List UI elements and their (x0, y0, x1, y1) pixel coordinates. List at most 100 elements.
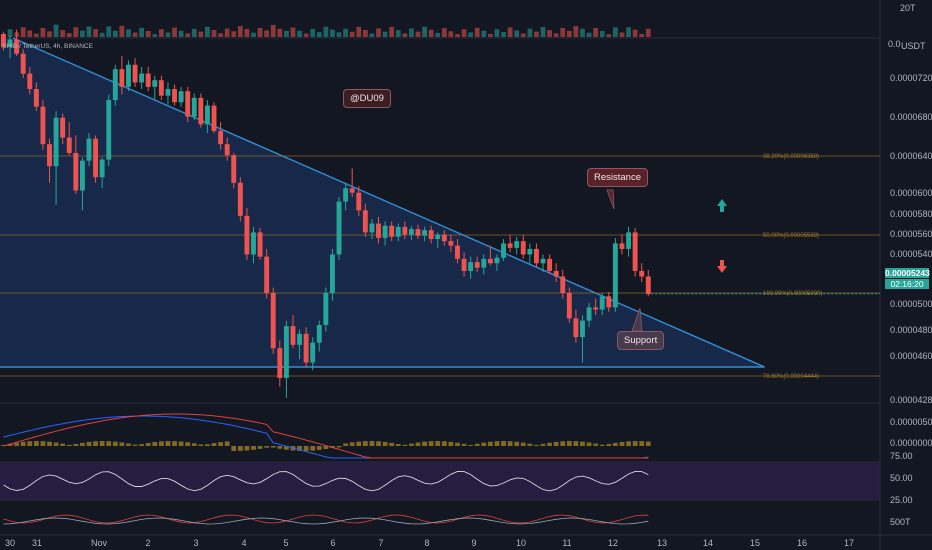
time-axis-label: 8 (424, 538, 429, 548)
candle-body (119, 69, 125, 87)
time-axis-label: 11 (562, 538, 571, 548)
candle-body (14, 39, 20, 54)
volume-bar (395, 30, 401, 37)
candle-body (507, 243, 513, 248)
candle-body (145, 73, 151, 87)
volume-axis-unit: USDT (901, 41, 926, 51)
candle-body (533, 248, 539, 264)
time-axis-label: 16 (797, 538, 807, 548)
macd-histogram-bar (534, 444, 539, 446)
macd-histogram-bar (481, 442, 487, 446)
macd-histogram-bar (382, 441, 388, 446)
volume-bar (132, 32, 138, 37)
candle-body (224, 144, 230, 156)
volume-bar (632, 29, 638, 37)
macd-pane (1, 413, 651, 459)
fib-label: 50.00%(0.00005589) (763, 233, 819, 239)
volume-bar (283, 30, 289, 37)
macd-histogram-bar (599, 444, 605, 446)
macd-histogram-bar (172, 441, 177, 446)
resistance-callout: Resistance (587, 168, 648, 187)
volume-bar (27, 30, 33, 37)
candle-body (395, 226, 401, 237)
volume-bar (527, 28, 533, 37)
candle-body (461, 258, 467, 271)
volume-bar (47, 31, 52, 37)
candle-body (165, 89, 171, 96)
candle-body (152, 80, 158, 87)
macd-histogram-bar (553, 441, 559, 446)
macd-histogram-bar (198, 444, 204, 446)
volume-bar (231, 31, 237, 37)
volume-bar (540, 27, 546, 37)
volume-bar (126, 29, 131, 37)
candle-body (323, 293, 329, 326)
macd-histogram-bar (369, 441, 375, 446)
macd-histogram-bar (422, 441, 427, 446)
stoch-axis-label: 500T (890, 517, 911, 527)
macd-histogram-bar (474, 443, 480, 446)
macd-histogram-bar (152, 442, 158, 446)
candle-body (47, 144, 52, 167)
candle-body (362, 210, 368, 233)
volume-bar (514, 30, 520, 37)
candle-body (514, 241, 520, 248)
time-axis-label: 9 (471, 538, 476, 548)
volume-bar (599, 31, 605, 37)
rsi-axis-label: 50.00 (890, 473, 913, 483)
volume-bars (1, 24, 651, 37)
macd-histogram-bar (112, 441, 118, 446)
triangle-fill (0, 38, 765, 367)
volume-bar (145, 30, 151, 37)
volume-bar (66, 33, 72, 37)
volume-bar (218, 33, 223, 37)
time-axis-label: Nov (91, 538, 108, 548)
volume-bar (80, 30, 85, 37)
macd-histogram-bar (461, 443, 467, 446)
candle-body (402, 226, 408, 235)
candle-body (336, 201, 342, 255)
candle-body (566, 293, 572, 319)
rsi-axis-label: 25.00 (890, 495, 913, 505)
volume-bar (40, 27, 46, 37)
macd-histogram-bar (93, 441, 98, 446)
volume-bar (53, 24, 59, 37)
candle-body (270, 293, 276, 349)
time-axis-label: 31 (32, 538, 42, 548)
watermark-callout: @DU09 (343, 89, 391, 108)
macd-histogram-bar (14, 442, 20, 446)
fib-label: 38.20%(0.00006368) (763, 154, 819, 160)
candle-body (626, 232, 631, 249)
candle-body (178, 91, 184, 103)
macd-histogram-bar (389, 442, 395, 446)
volume-bar (349, 31, 355, 37)
macd-histogram-bar (40, 441, 46, 446)
macd-histogram-bar (527, 443, 533, 446)
candle-body (251, 232, 256, 255)
candle-body (33, 89, 39, 107)
macd-histogram-bar (566, 441, 572, 446)
candle-body (408, 229, 414, 235)
candle-body (619, 243, 625, 249)
candle-body (455, 245, 460, 259)
candle-body (448, 241, 454, 246)
macd-histogram-bar (612, 442, 618, 446)
macd-histogram-bar (573, 441, 579, 446)
volume-bar (593, 28, 599, 37)
volume-bar (645, 28, 651, 37)
macd-histogram-bar (165, 441, 171, 446)
candle-body (376, 223, 381, 238)
volume-bar (507, 27, 513, 37)
candle-body (264, 256, 270, 294)
volume-bar (619, 32, 625, 37)
macd-histogram-bar (586, 442, 592, 446)
macd-histogram-bar (547, 442, 552, 446)
macd-histogram-bar (501, 441, 506, 446)
macd-histogram-bar (126, 443, 131, 446)
